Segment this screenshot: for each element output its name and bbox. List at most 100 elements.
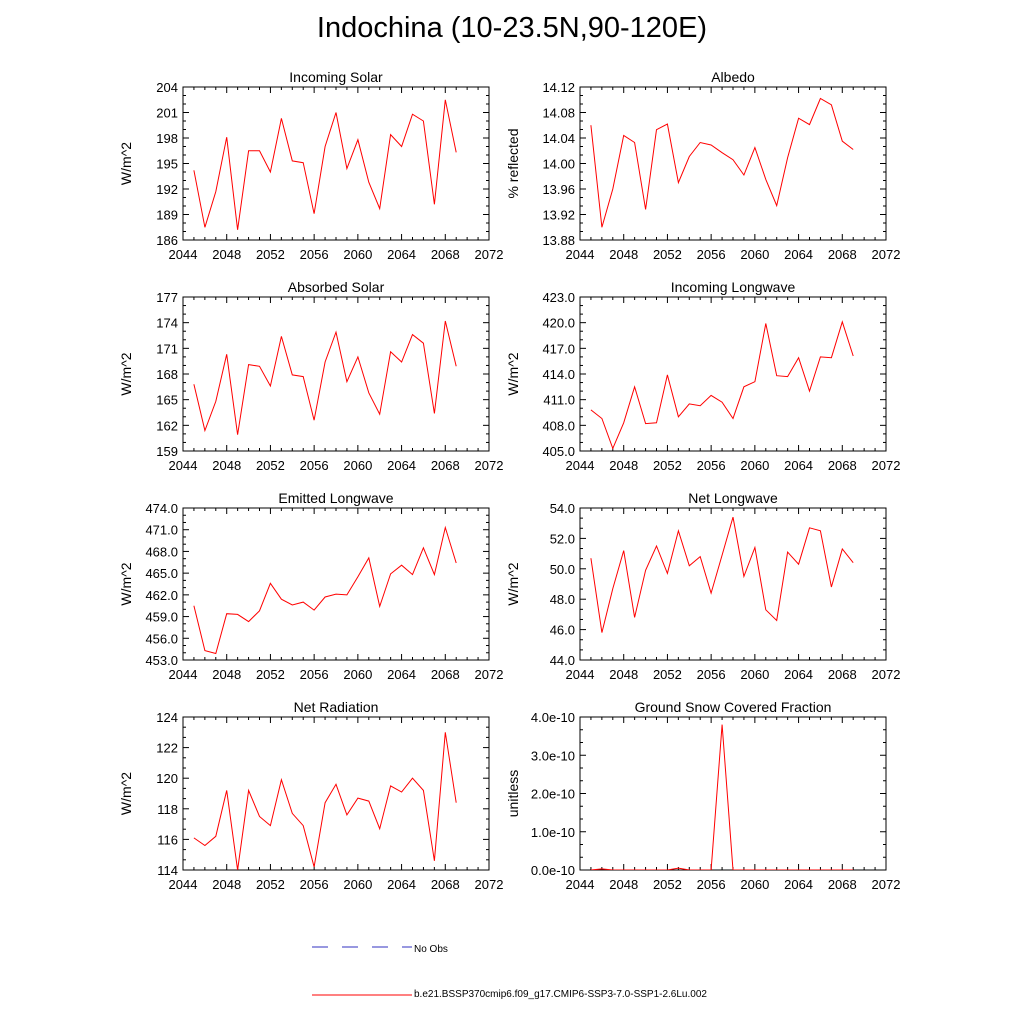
x-tick-label: 2056 [300, 247, 329, 262]
y-tick-label: 46.0 [550, 623, 575, 638]
x-tick-label: 2044 [566, 458, 595, 473]
y-tick-label: 1.0e-10 [531, 825, 575, 840]
series-line [193, 525, 457, 655]
x-tick-label: 2048 [609, 247, 638, 262]
y-tick-label: 13.92 [542, 208, 575, 223]
panel-title: Emitted Longwave [278, 490, 393, 506]
panel-title: Ground Snow Covered Fraction [635, 699, 832, 715]
y-tick-label: 14.12 [542, 80, 575, 95]
x-tick-label: 2048 [609, 667, 638, 682]
x-tick-label: 2052 [256, 877, 285, 892]
y-tick-label: 120 [156, 771, 178, 786]
y-tick-label: 414.0 [542, 367, 575, 382]
y-tick-label: 423.0 [542, 290, 575, 305]
y-tick-label: 162 [156, 418, 178, 433]
y-tick-label: 177 [156, 290, 178, 305]
x-tick-label: 2044 [566, 667, 595, 682]
y-axis-label: % reflected [505, 128, 521, 198]
y-tick-label: 4.0e-10 [531, 710, 575, 725]
panel-7: 2044 2048 2052 2056 2060 2064 2068 2072 114 116 11… [118, 699, 503, 892]
x-tick-label: 2052 [653, 458, 682, 473]
y-tick-label: 14.04 [542, 131, 575, 146]
y-tick-label: 417.0 [542, 341, 575, 356]
y-tick-label: 465.0 [145, 566, 178, 581]
y-tick-label: 44.0 [550, 653, 575, 668]
y-tick-label: 174 [156, 316, 178, 331]
x-tick-label: 2048 [212, 667, 241, 682]
y-tick-label: 192 [156, 182, 178, 197]
y-tick-label: 201 [156, 106, 178, 121]
x-tick-label: 2052 [653, 247, 682, 262]
y-tick-label: 0.0e-10 [531, 863, 575, 878]
y-tick-label: 14.00 [542, 157, 575, 172]
x-tick-label: 2064 [784, 877, 813, 892]
y-axis-label: W/m^2 [118, 142, 134, 185]
page-title: Indochina (10-23.5N,90-120E) [316, 12, 708, 44]
y-tick-label: 411.0 [543, 393, 575, 408]
y-tick-label: 13.96 [542, 182, 575, 197]
x-tick-label: 2072 [872, 458, 901, 473]
series-line [590, 320, 854, 450]
y-tick-label: 471.0 [145, 523, 178, 538]
y-tick-label: 52.0 [550, 531, 575, 546]
x-tick-label: 2064 [387, 667, 416, 682]
x-tick-label: 2048 [609, 458, 638, 473]
panel-5: 2044 2048 2052 2056 2060 2064 2068 2072 453.0 456… [118, 490, 503, 682]
x-tick-label: 2064 [784, 247, 813, 262]
y-tick-label: 3.0e-10 [531, 748, 575, 763]
x-tick-label: 2072 [872, 247, 901, 262]
y-tick-label: 159 [156, 444, 178, 459]
plot-frame [579, 507, 887, 661]
panel-title: Incoming Solar [289, 69, 383, 85]
panel-title: Net Radiation [294, 699, 379, 715]
x-tick-label: 2044 [566, 877, 595, 892]
x-tick-label: 2048 [212, 247, 241, 262]
plot-frame [579, 716, 887, 871]
y-tick-label: 459.0 [145, 610, 178, 625]
y-axis-label: W/m^2 [118, 562, 134, 605]
x-tick-label: 2064 [387, 247, 416, 262]
panel-3: 2044 2048 2052 2056 2060 2064 2068 2072 159 162 16… [118, 279, 503, 473]
x-tick-label: 2068 [431, 458, 460, 473]
y-tick-label: 118 [157, 802, 178, 817]
x-tick-label: 2068 [828, 247, 857, 262]
y-axis-label: W/m^2 [505, 352, 521, 395]
x-tick-label: 2052 [653, 877, 682, 892]
y-tick-label: 186 [156, 233, 178, 248]
y-tick-label: 14.08 [542, 106, 575, 121]
plot-frame [182, 716, 490, 871]
plot-frame [579, 296, 887, 452]
x-tick-label: 2060 [343, 667, 372, 682]
x-tick-label: 2056 [300, 458, 329, 473]
y-tick-label: 2.0e-10 [531, 787, 575, 802]
x-tick-label: 2072 [475, 247, 504, 262]
y-axis-label: W/m^2 [118, 352, 134, 395]
y-tick-label: 474.0 [145, 501, 178, 516]
y-tick-label: 122 [156, 741, 178, 756]
x-tick-label: 2068 [431, 667, 460, 682]
panel-title: Net Longwave [688, 490, 778, 506]
panel-1: 2044 2048 2052 2056 2060 2064 2068 2072 186 189 19… [118, 69, 503, 262]
y-tick-label: 165 [156, 393, 178, 408]
series-line [590, 97, 854, 228]
x-tick-label: 2060 [343, 247, 372, 262]
x-tick-label: 2044 [169, 458, 198, 473]
x-tick-label: 2052 [653, 667, 682, 682]
y-tick-label: 462.0 [145, 588, 178, 603]
x-tick-label: 2060 [740, 458, 769, 473]
x-tick-label: 2048 [212, 458, 241, 473]
y-axis-label: unitless [505, 770, 521, 817]
y-tick-label: 204 [156, 80, 178, 95]
y-tick-label: 456.0 [145, 631, 178, 646]
legend-obs-line [312, 946, 412, 948]
x-tick-label: 2072 [872, 667, 901, 682]
series-line [193, 320, 457, 435]
x-tick-label: 2064 [387, 877, 416, 892]
x-tick-label: 2072 [872, 877, 901, 892]
x-tick-label: 2060 [343, 877, 372, 892]
y-tick-label: 405.0 [542, 444, 575, 459]
x-tick-label: 2056 [697, 247, 726, 262]
x-tick-label: 2044 [169, 877, 198, 892]
y-tick-label: 420.0 [542, 316, 575, 331]
